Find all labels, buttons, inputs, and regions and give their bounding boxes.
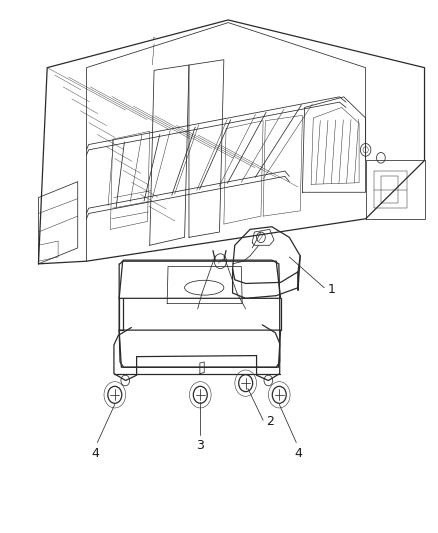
Text: 4: 4 — [91, 447, 99, 460]
Text: 3: 3 — [196, 439, 204, 452]
Text: r: r — [152, 36, 155, 41]
Text: 4: 4 — [293, 447, 301, 460]
Text: 1: 1 — [327, 283, 335, 296]
Text: 2: 2 — [265, 415, 273, 428]
